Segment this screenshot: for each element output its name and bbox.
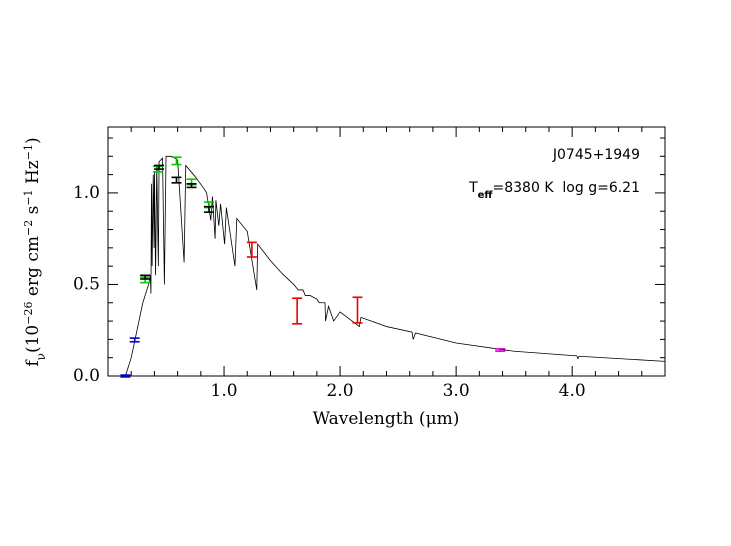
x-tick-label: 3.0 [443, 381, 470, 401]
error-bar [495, 348, 506, 352]
annotation-part: =8380 K log g=6.21 [493, 180, 640, 196]
error-bar [203, 205, 214, 213]
y-label-sup: −2 [22, 220, 35, 236]
y-label-sup: −1 [22, 144, 35, 160]
error-bar [171, 176, 182, 184]
error-bar [246, 241, 257, 258]
y-label-sup: −26 [22, 302, 35, 325]
y-label-part: f [23, 359, 43, 367]
x-tick-label: 2.0 [327, 381, 354, 401]
annotation-sub: eff [478, 190, 494, 201]
error-bar [129, 337, 140, 343]
annotation: Teff=8380 K log g=6.21 [468, 180, 640, 201]
error-bar [352, 296, 363, 324]
y-label-part: erg cm [23, 236, 43, 302]
error-bar [171, 156, 182, 166]
x-axis-label: Wavelength (μm) [313, 409, 460, 429]
y-label-part: ) [23, 137, 43, 144]
annotation-part: T [468, 180, 478, 196]
y-label-sub: ν [34, 353, 48, 360]
error-bar [140, 274, 151, 280]
plot-frame [107, 126, 666, 377]
x-tick-label: 1.0 [211, 381, 238, 401]
error-bar [154, 164, 165, 170]
y-tick-label: 0.0 [73, 366, 100, 386]
annotation: J0745+1949 [552, 147, 640, 163]
error-bar [292, 297, 303, 325]
y-label-part: s [23, 206, 43, 220]
error-bar [186, 182, 197, 189]
y-axis-label: fν(10−26 erg cm−2 s−1 Hz−1) [22, 137, 49, 366]
error-bar [120, 374, 131, 378]
y-label-part: (10 [23, 325, 43, 353]
y-label-sup: −1 [22, 189, 35, 205]
x-tick-label: 4.0 [559, 381, 586, 401]
y-tick-label: 0.5 [73, 274, 100, 294]
y-tick-label: 1.0 [73, 183, 100, 203]
y-label-part: Hz [23, 160, 43, 189]
